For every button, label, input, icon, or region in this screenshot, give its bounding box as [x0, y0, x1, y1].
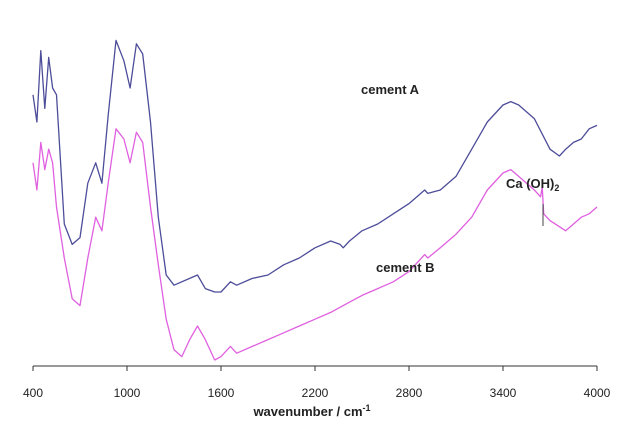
annotation-caoh2: Ca (OH)2	[506, 176, 559, 193]
x-tick-label-4000: 4000	[584, 386, 611, 400]
x-axis-title-main: wavenumber / cm	[252, 404, 362, 419]
x-axis-title: wavenumber / cm-1	[252, 403, 370, 419]
x-tick-label-1000: 1000	[114, 386, 141, 400]
series-lines	[32, 39, 598, 361]
x-tick-label-1600: 1600	[208, 386, 235, 400]
x-tick-label-400: 400	[23, 386, 43, 400]
x-tick-label-3400: 3400	[490, 386, 517, 400]
series-line-cement-a	[32, 39, 598, 293]
series-line-cement-b	[32, 128, 598, 361]
x-axis-title-sup: -1	[363, 403, 371, 413]
x-tick-label-2200: 2200	[302, 386, 329, 400]
x-ticks: 400 1000 1600 2200 2800 3400 4000	[23, 366, 611, 400]
annotation-caoh2-main: Ca (OH)	[506, 176, 554, 191]
label-cement-b: cement B	[376, 260, 435, 275]
label-cement-a: cement A	[361, 82, 420, 97]
annotation-caoh2-sub: 2	[554, 183, 559, 193]
x-tick-label-2800: 2800	[396, 386, 423, 400]
